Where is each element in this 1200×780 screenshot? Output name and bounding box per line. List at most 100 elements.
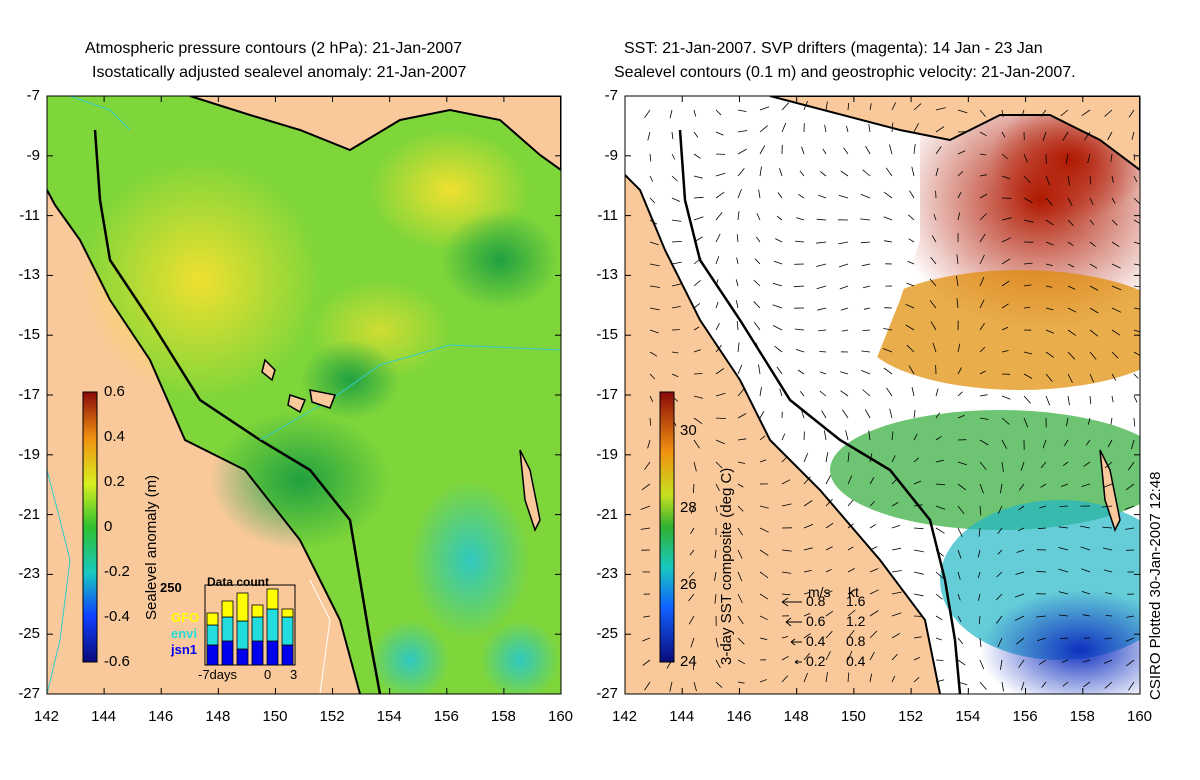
velocity-vector [774, 345, 783, 353]
velocity-vector [932, 342, 937, 353]
velocity-vector [935, 615, 943, 621]
velocity-vector [693, 153, 701, 159]
velocity-vector [935, 146, 942, 155]
velocity-vector [649, 417, 652, 426]
velocity-vector [1089, 329, 1099, 337]
velocity-vector [825, 651, 831, 661]
lon-tick-label: 158 [490, 708, 516, 725]
velocity-vector [688, 593, 695, 602]
velocity-vector [1125, 637, 1135, 642]
vector-key-arrows [781, 597, 802, 665]
velocity-vector [935, 459, 944, 463]
velocity-vector [869, 630, 878, 639]
velocity-vector [935, 659, 944, 661]
velocity-vector [842, 409, 849, 419]
velocity-vector [1089, 307, 1099, 314]
velocity-vector [737, 571, 743, 582]
lat-tick-label: -9 [26, 146, 40, 164]
velocity-vector [1089, 241, 1096, 247]
velocity-vector [693, 439, 700, 449]
velocity-vector [737, 130, 748, 133]
velocity-vector [759, 527, 769, 533]
velocity-vector [913, 144, 916, 155]
velocity-vector [689, 549, 695, 556]
velocity-vector [1067, 197, 1073, 206]
lat-tick-label: -13 [18, 266, 40, 284]
velocity-vector [644, 461, 651, 470]
velocity-vector [649, 395, 654, 402]
velocity-vector [649, 351, 658, 357]
velocity-vector [798, 193, 805, 199]
velocity-vector [1110, 417, 1113, 425]
velocity-vector [781, 455, 788, 463]
velocity-vector [1045, 395, 1051, 406]
velocity-vector [776, 366, 783, 375]
velocity-vector [640, 505, 651, 510]
velocity-vector [1023, 395, 1031, 404]
velocity-vector [869, 103, 872, 111]
velocity-vector [957, 681, 968, 686]
velocity-vector [883, 191, 893, 199]
velocity-vector [979, 370, 986, 375]
velocity-vector [772, 282, 783, 287]
velocity-vector [693, 175, 703, 179]
velocity-vector [905, 303, 915, 309]
velocity-vector [1001, 681, 1004, 692]
velocity-vector [913, 571, 924, 575]
velocity-vector [1045, 241, 1054, 246]
velocity-vector [933, 214, 937, 221]
velocity-vector [913, 103, 922, 111]
velocity-vector [1045, 285, 1053, 288]
velocity-vector [997, 549, 1003, 555]
velocity-vector [1021, 681, 1025, 691]
velocity-vector [1067, 351, 1076, 360]
velocity-vector [869, 501, 875, 507]
velocity-vector [886, 387, 893, 397]
velocity-vector [869, 589, 879, 595]
velocity-vector [1089, 285, 1099, 291]
velocity-vector [1083, 461, 1091, 467]
velocity-vector [979, 322, 985, 331]
velocity-vector [756, 236, 761, 243]
velocity-vector [715, 637, 719, 648]
velocity-vector [869, 610, 879, 617]
velocity-vector [861, 370, 871, 375]
velocity-vector [1104, 637, 1113, 640]
velocity-vector [1067, 285, 1076, 290]
velocity-vector [737, 615, 744, 625]
velocity-vector [825, 590, 833, 595]
velocity-vector [671, 373, 679, 378]
velocity-vector [825, 475, 832, 485]
velocity-vector [864, 409, 871, 419]
velocity-vector [1133, 373, 1139, 379]
velocity-vector [956, 254, 959, 265]
velocity-vector [869, 453, 873, 463]
velocity-vector [979, 659, 985, 670]
velocity-vector [1111, 329, 1121, 336]
velocity-vector [1039, 505, 1047, 509]
velocity-vector [1111, 241, 1120, 248]
velocity-vector [693, 196, 704, 199]
velocity-vector [957, 549, 962, 559]
velocity-vector [1104, 109, 1113, 117]
velocity-vector [1126, 615, 1135, 618]
vector-key-kt: 1.2 [846, 613, 866, 629]
inset-bar-jsn1 [266, 640, 279, 666]
velocity-vector [715, 233, 721, 243]
velocity-vector [671, 261, 682, 265]
velocity-vector [906, 344, 915, 353]
inset-bar-envi [206, 624, 219, 646]
velocity-vector [715, 212, 723, 221]
velocity-vector [1001, 131, 1006, 138]
velocity-vector [1018, 659, 1025, 668]
velocity-vector [889, 408, 893, 419]
velocity-vector [649, 373, 656, 380]
velocity-vector [825, 522, 834, 529]
velocity-vector [781, 433, 786, 441]
velocity-vector [891, 525, 901, 529]
velocity-vector [929, 278, 937, 287]
velocity-vector [759, 505, 769, 509]
velocity-vector [1089, 395, 1092, 405]
velocity-vector [825, 452, 829, 463]
velocity-vector [644, 681, 651, 691]
